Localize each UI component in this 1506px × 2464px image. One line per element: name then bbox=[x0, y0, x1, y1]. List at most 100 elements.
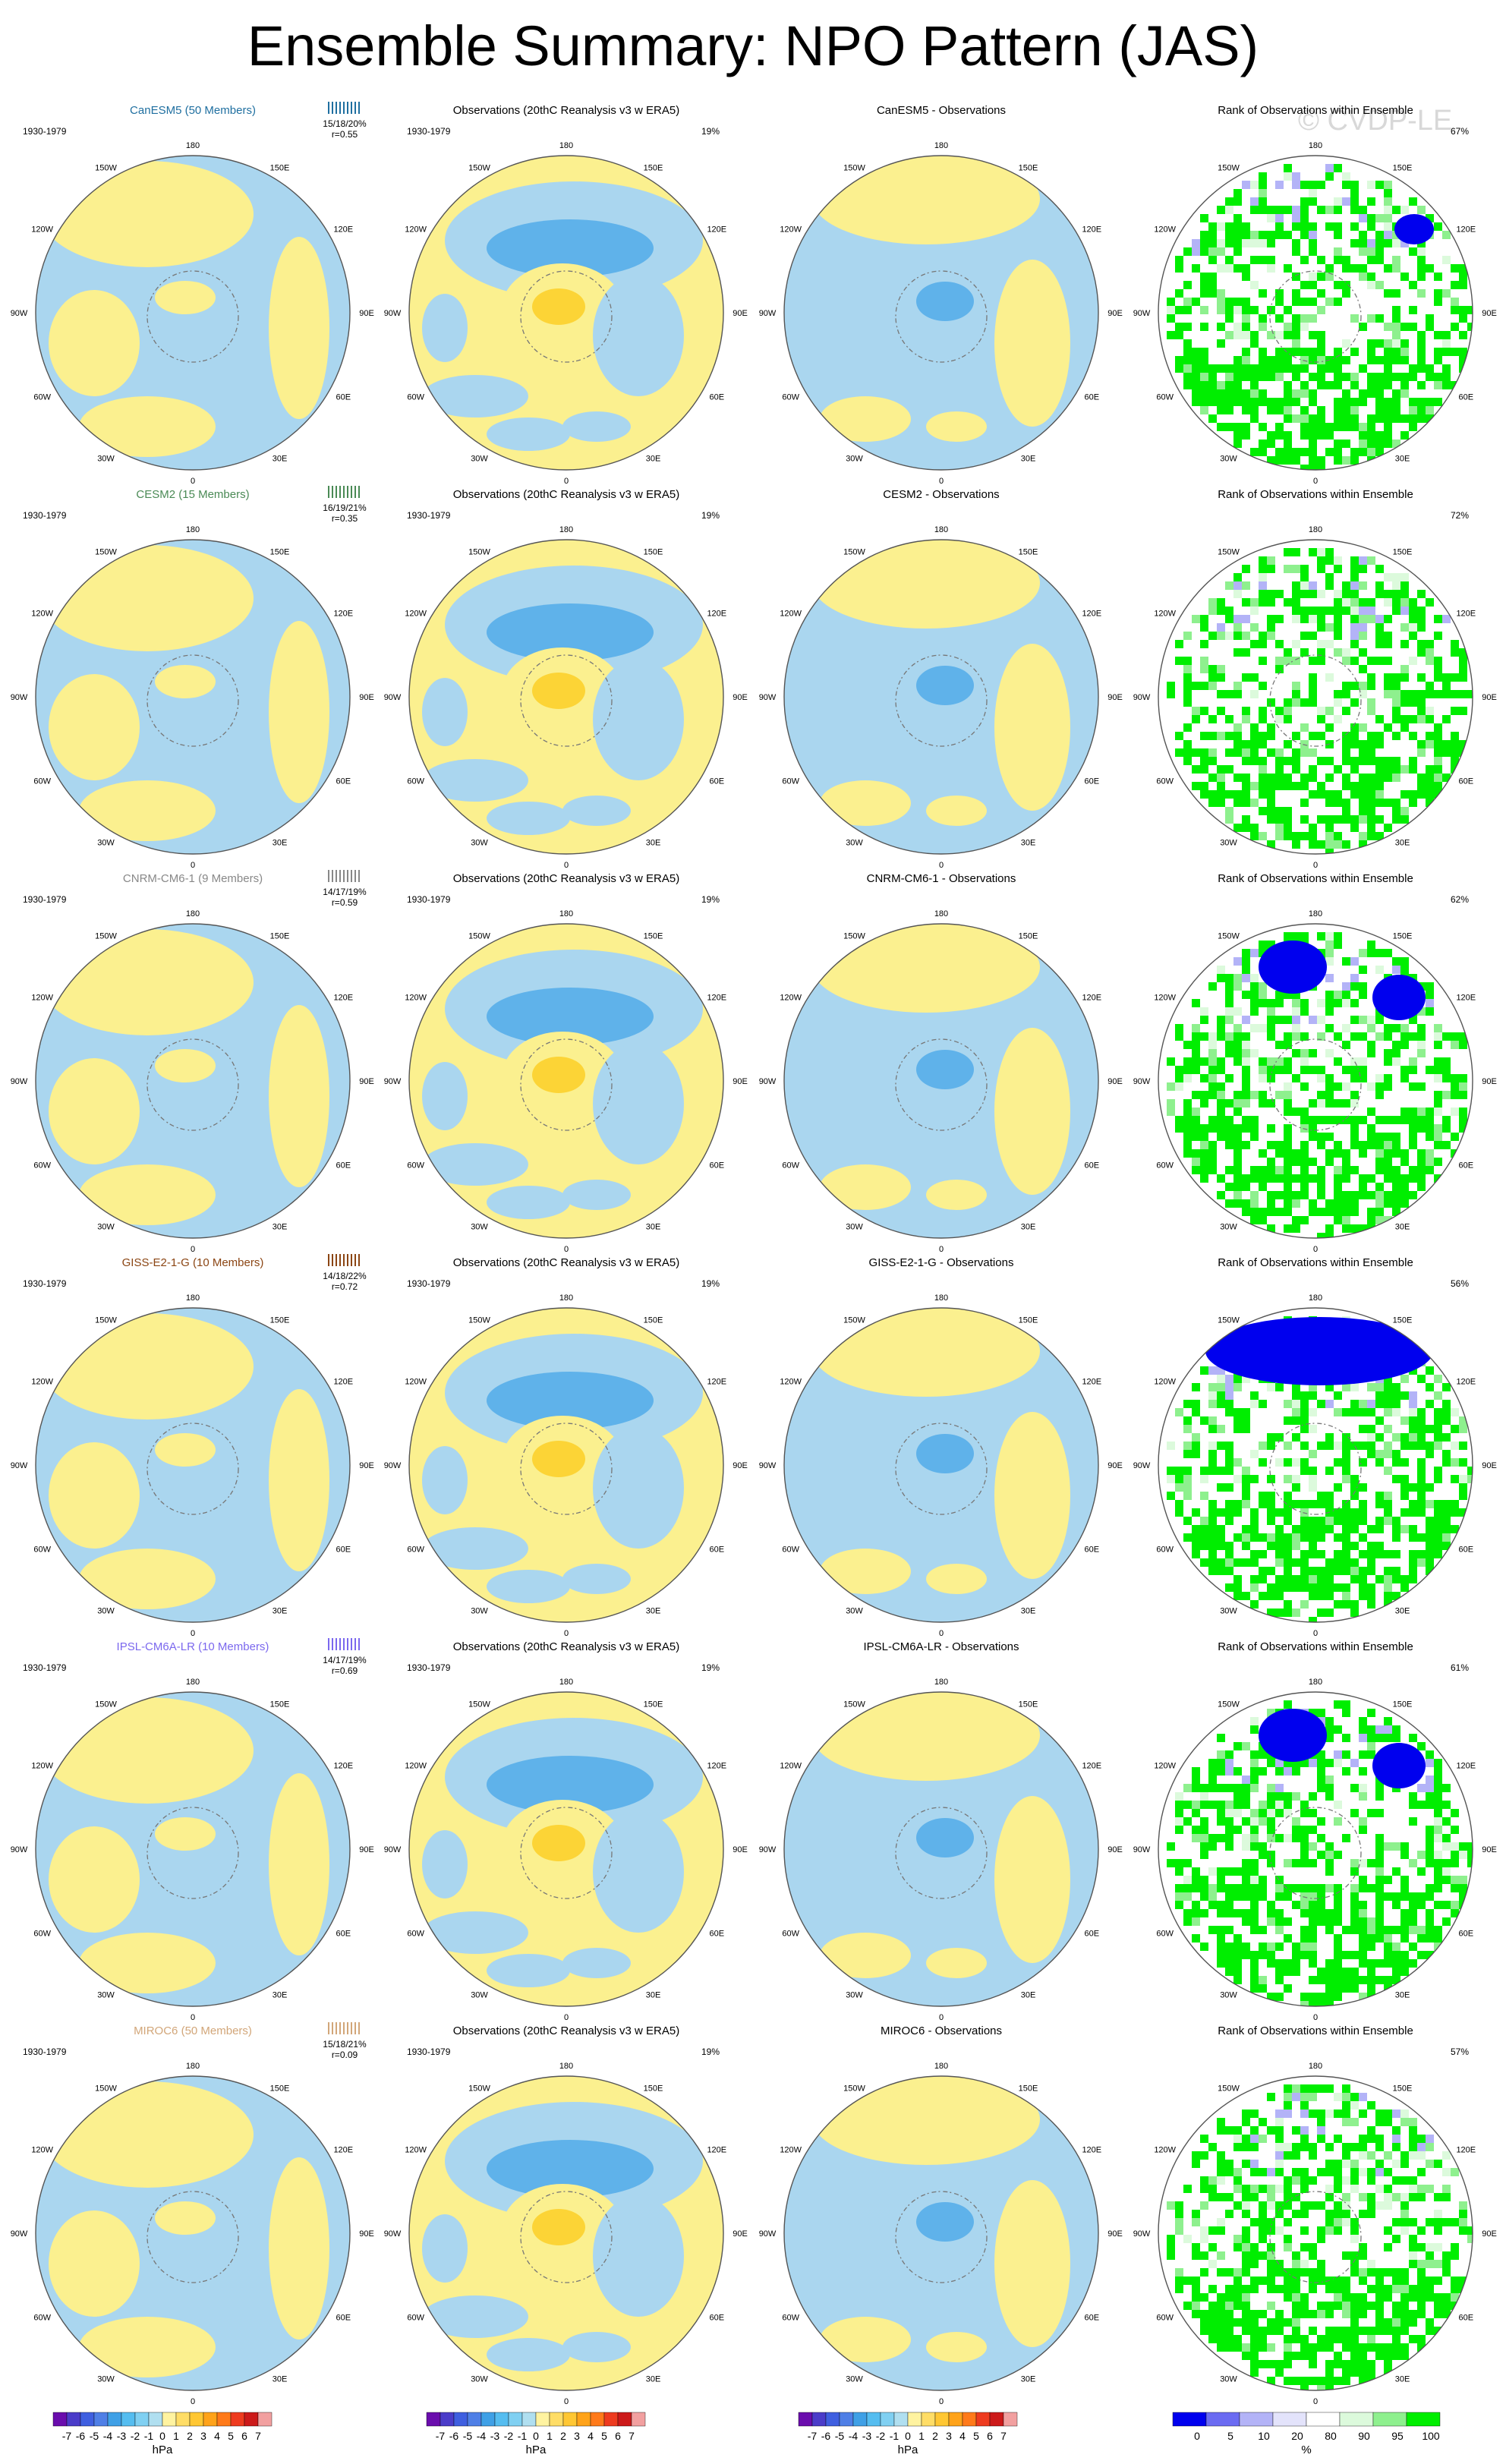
strong-negative-region bbox=[916, 1050, 974, 1089]
rank-cell bbox=[1225, 1133, 1233, 1141]
rank-cell bbox=[1242, 1500, 1250, 1508]
rank-cell bbox=[1300, 632, 1309, 640]
rank-cell bbox=[1359, 1909, 1367, 1917]
rank-cell bbox=[1267, 2251, 1275, 2260]
rank-cell bbox=[1183, 1859, 1192, 1867]
rank-cell bbox=[1334, 1959, 1342, 1968]
rank-cell bbox=[1292, 832, 1300, 840]
map-border bbox=[1158, 155, 1473, 471]
rank-cell bbox=[1392, 1391, 1400, 1400]
rank-cell bbox=[1225, 2126, 1233, 2135]
rank-cell bbox=[1359, 774, 1367, 782]
rank-cell bbox=[1442, 1416, 1451, 1425]
model-title: CNRM-CM6-1 (9 Members) bbox=[123, 872, 263, 885]
rank-cell bbox=[1284, 356, 1292, 364]
rank-cell bbox=[1400, 698, 1409, 707]
rank-cell bbox=[1259, 1951, 1267, 1959]
rank-cell bbox=[1250, 832, 1259, 840]
rank-cell bbox=[1334, 1442, 1342, 1450]
rank-cell bbox=[1384, 1199, 1392, 1208]
rank-cell bbox=[1284, 381, 1292, 389]
rank-cell bbox=[1192, 1542, 1200, 1550]
rank-cell bbox=[1233, 356, 1242, 364]
rank-cell bbox=[1325, 172, 1334, 181]
rank-cell bbox=[1309, 1859, 1317, 1867]
rank-cell bbox=[1183, 1450, 1192, 1458]
rank-cell bbox=[1309, 1901, 1317, 1909]
rank-cell bbox=[1225, 790, 1233, 799]
rank-cell bbox=[1200, 273, 1208, 281]
rank-cell bbox=[1367, 256, 1375, 264]
spread-tick bbox=[339, 102, 341, 114]
longitude-label: 60E bbox=[1085, 777, 1100, 786]
rank-cell bbox=[1233, 974, 1242, 982]
rank-cell bbox=[1242, 1116, 1250, 1124]
longitude-label: 30W bbox=[846, 454, 863, 463]
rank-cell bbox=[1334, 1149, 1342, 1158]
coastline bbox=[1269, 270, 1362, 363]
rank-cell bbox=[1259, 2118, 1267, 2126]
rank-cell bbox=[1275, 999, 1284, 1007]
rank-cell bbox=[1192, 1784, 1200, 1792]
rank-cell bbox=[1350, 623, 1359, 632]
rank-cell bbox=[1300, 1567, 1309, 1575]
rank-cell bbox=[1409, 657, 1417, 665]
rank-cell bbox=[1192, 381, 1200, 389]
longitude-label: 120E bbox=[333, 225, 353, 235]
map-fields bbox=[1158, 1692, 1473, 2006]
rank-cell bbox=[1359, 423, 1367, 431]
rank-cell bbox=[1400, 2193, 1409, 2201]
rank-cell bbox=[1267, 748, 1275, 757]
rank-cell bbox=[1392, 1400, 1400, 1408]
rank-cell bbox=[1342, 1517, 1350, 1525]
rank-cell bbox=[1233, 774, 1242, 782]
rank-cell bbox=[1384, 1049, 1392, 1057]
longitude-label: 60W bbox=[1156, 1161, 1174, 1171]
rank-cell bbox=[1259, 991, 1267, 999]
colorbar-swatch bbox=[603, 2412, 619, 2427]
rank-cell bbox=[1309, 615, 1317, 623]
rank-cell bbox=[1392, 2176, 1400, 2185]
rank-cell bbox=[1309, 314, 1317, 323]
longitude-label: 60W bbox=[33, 777, 51, 786]
rank-cell bbox=[1292, 1834, 1300, 1842]
rank-cell bbox=[1334, 1750, 1342, 1759]
rank-cell bbox=[1233, 1892, 1242, 1901]
rank-cell bbox=[1225, 2318, 1233, 2327]
rank-cell bbox=[1300, 231, 1309, 239]
rank-cell bbox=[1342, 2368, 1350, 2377]
rank-cell bbox=[1451, 2243, 1459, 2251]
rank-cell bbox=[1233, 2302, 1242, 2310]
rank-cell bbox=[1233, 690, 1242, 698]
rank-cell bbox=[1417, 1550, 1426, 1558]
rank-cell bbox=[1259, 189, 1267, 197]
rank-cell bbox=[1200, 765, 1208, 774]
rank-cell bbox=[1267, 1500, 1275, 1508]
rank-cell bbox=[1267, 1792, 1275, 1801]
rank-cell bbox=[1250, 2360, 1259, 2368]
rank-cell bbox=[1367, 448, 1375, 456]
rank-cell bbox=[1434, 774, 1442, 782]
rank-cell bbox=[1342, 2302, 1350, 2310]
colorbar-swatch bbox=[244, 2412, 259, 2427]
rank-cell bbox=[1225, 765, 1233, 774]
longitude-label: 150W bbox=[468, 164, 490, 173]
rank-cell bbox=[1342, 1558, 1350, 1567]
rank-cell bbox=[1334, 1583, 1342, 1592]
rank-cell bbox=[1451, 1508, 1459, 1517]
rank-cell bbox=[1208, 1542, 1217, 1550]
rank-cell bbox=[1367, 1041, 1375, 1049]
rank-cell bbox=[1434, 1425, 1442, 1433]
rank-cell bbox=[1409, 1917, 1417, 1926]
rank-cell bbox=[1434, 2260, 1442, 2268]
rank-cell bbox=[1300, 1826, 1309, 1834]
rank-cell bbox=[1200, 1016, 1208, 1024]
rank-cell bbox=[1317, 1784, 1325, 1792]
rank-cell bbox=[1317, 2377, 1325, 2385]
rank-cell bbox=[1259, 1533, 1267, 1542]
rank-cell bbox=[1242, 815, 1250, 824]
rank-cell bbox=[1175, 1066, 1183, 1074]
rank-cell bbox=[1200, 1517, 1208, 1525]
rank-cell bbox=[1342, 1158, 1350, 1166]
